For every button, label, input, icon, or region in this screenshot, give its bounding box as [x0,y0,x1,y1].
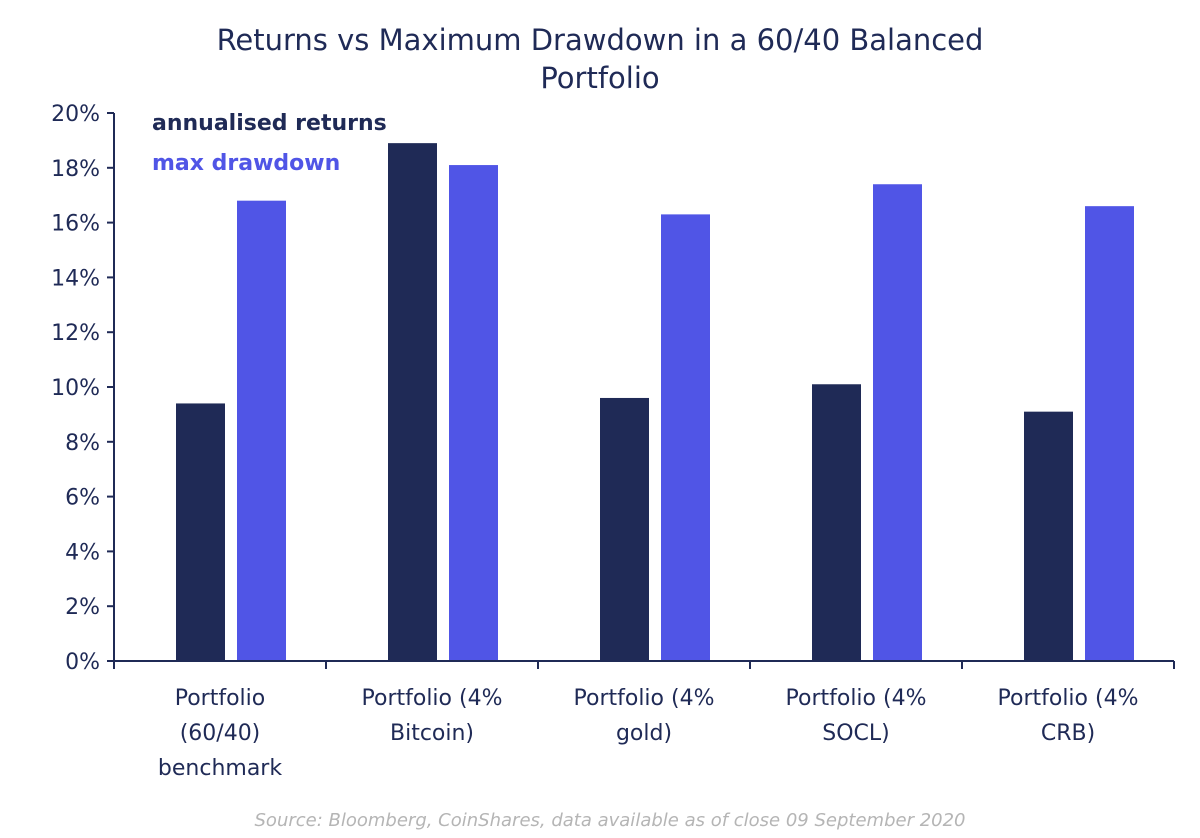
y-tick-label: 10% [51,376,100,401]
bar-max-drawdown [449,165,498,661]
x-category-label-line: Portfolio (4% [362,686,503,711]
x-category-label: Portfolio (60/40) benchmark [158,686,282,781]
y-tick-label: 2% [65,595,100,620]
y-tick-label: 20% [51,102,100,127]
x-category-label: Portfolio (4% gold) [574,686,715,746]
y-tick-label: 4% [65,540,100,565]
bar-annualised-returns [176,403,225,661]
x-category-label-line: Portfolio [175,686,266,711]
y-tick-label: 18% [51,157,100,182]
x-axis: Portfolio (60/40) benchmark Portfolio (4% Bi… [113,660,1175,781]
x-category-label: Portfolio (4% Bitcoin) [362,686,503,746]
y-tick-label: 14% [51,266,100,291]
x-category-label-line: Bitcoin) [390,721,474,746]
bar-annualised-returns [600,397,649,661]
x-category-label-line: Portfolio (4% [574,686,715,711]
bar-max-drawdown [873,184,922,662]
x-category-label-line: CRB) [1041,721,1095,746]
x-category-label: Portfolio (4% CRB) [998,686,1139,746]
chart-title-line-2: Portfolio [540,61,659,95]
bars [176,143,1134,662]
legend-max-drawdown: max drawdown [152,151,340,176]
source-note: Source: Bloomberg, CoinShares, data avai… [255,810,966,831]
y-axis: 0% 2% 4% 6% 8% 10% 12% 14% 16% 18% 20% [51,102,115,675]
chart-title-line-1: Returns vs Maximum Drawdown in a 60/40 B… [217,23,984,57]
y-tick-label: 6% [65,486,100,511]
x-category-label: Portfolio (4% SOCL) [786,686,927,746]
bar-max-drawdown [1085,206,1134,661]
x-category-label-line: Portfolio (4% [786,686,927,711]
bar-max-drawdown [237,200,286,661]
legend: annualised returns max drawdown [152,111,387,176]
y-tick-label: 8% [65,431,100,456]
chart-title: Returns vs Maximum Drawdown in a 60/40 B… [217,23,984,95]
x-category-label-line: SOCL) [822,721,889,746]
bar-annualised-returns [388,143,437,661]
x-category-label-line: gold) [616,721,672,746]
x-category-label-line: Portfolio (4% [998,686,1139,711]
legend-annualised-returns: annualised returns [152,111,387,136]
bar-annualised-returns [812,384,861,661]
y-tick-label: 12% [51,321,100,346]
bar-max-drawdown [661,214,710,661]
bar-annualised-returns [1024,411,1073,661]
y-tick-label: 16% [51,212,100,237]
x-category-label-line: (60/40) [180,721,261,746]
y-tick-label: 0% [65,650,100,675]
x-category-label-line: benchmark [158,756,282,781]
